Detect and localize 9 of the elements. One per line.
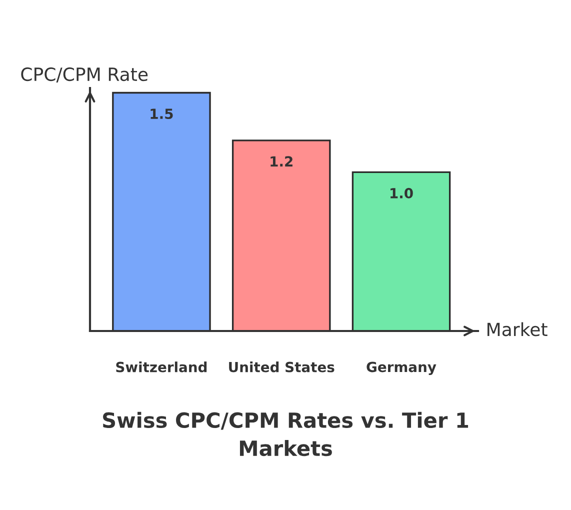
data-label: 1.2 bbox=[270, 156, 292, 166]
x-tick-label: Switzerland bbox=[116, 362, 207, 372]
data-label: 1.0 bbox=[390, 188, 413, 198]
x-tick-label: United States bbox=[229, 362, 334, 372]
text: Swiss CPC/CPM Rates vs. Tier 1 Markets bbox=[103, 412, 468, 456]
x-axis-title: Market bbox=[488, 322, 548, 336]
x-tick-label: Germany bbox=[366, 362, 436, 375]
data-label: 1.5 bbox=[150, 108, 173, 120]
y-axis-title: CPC/CPM Rate bbox=[21, 67, 148, 83]
